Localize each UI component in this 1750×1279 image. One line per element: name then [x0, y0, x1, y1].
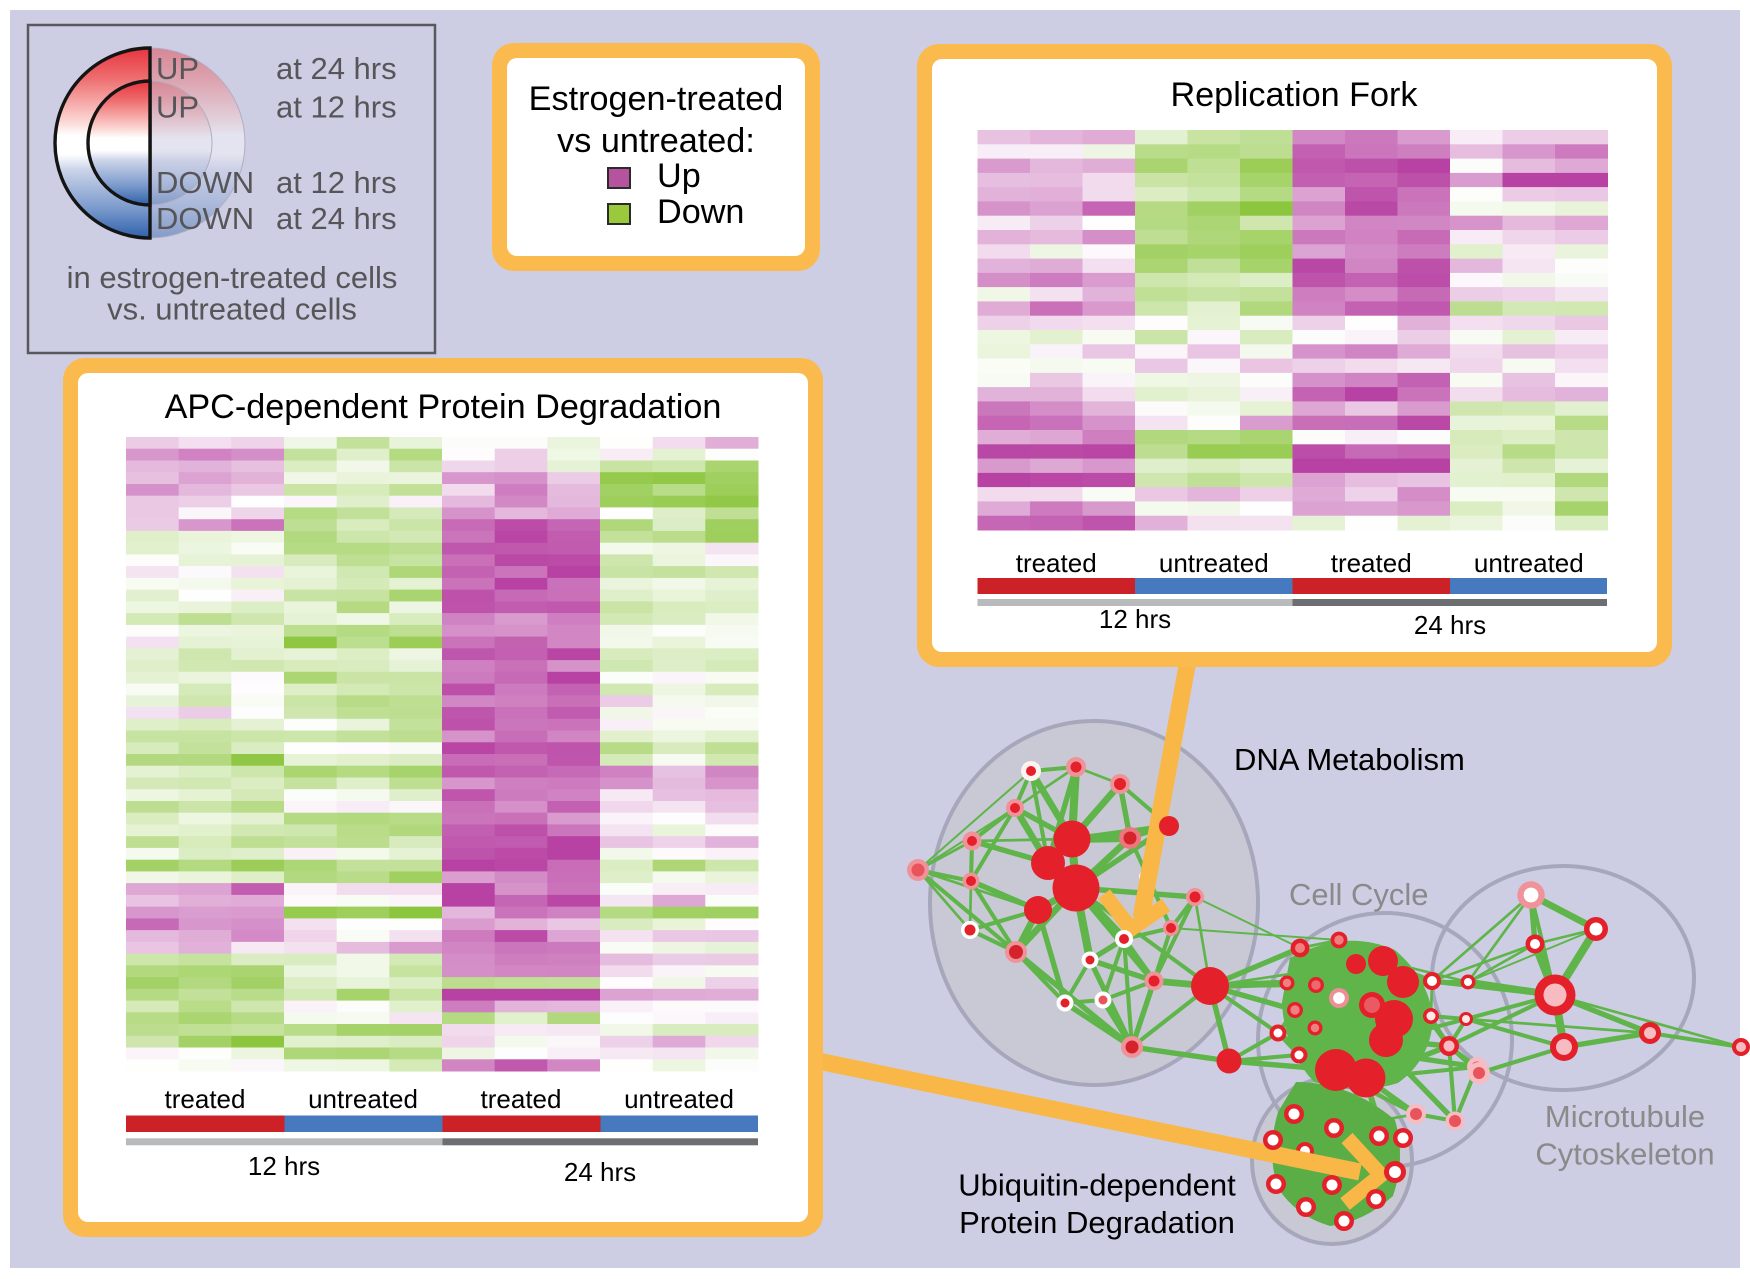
- svg-text:12 hrs: 12 hrs: [1099, 604, 1171, 634]
- svg-text:untreated: untreated: [1474, 548, 1584, 578]
- svg-text:Replication Fork: Replication Fork: [1170, 76, 1418, 114]
- svg-text:DOWN: DOWN: [156, 165, 254, 200]
- svg-text:untreated: untreated: [1159, 548, 1269, 578]
- svg-text:DNA Metabolism: DNA Metabolism: [1234, 742, 1465, 777]
- svg-text:Protein Degradation: Protein Degradation: [959, 1205, 1235, 1240]
- svg-text:Ubiquitin-dependent: Ubiquitin-dependent: [958, 1168, 1236, 1203]
- svg-text:untreated: untreated: [624, 1084, 734, 1114]
- svg-text:vs. untreated cells: vs. untreated cells: [107, 292, 357, 327]
- svg-text:12 hrs: 12 hrs: [248, 1151, 320, 1181]
- svg-text:Down: Down: [657, 193, 744, 231]
- svg-text:Estrogen-treated: Estrogen-treated: [529, 80, 784, 118]
- svg-text:at 12 hrs: at 12 hrs: [276, 165, 397, 200]
- svg-text:treated: treated: [1331, 548, 1412, 578]
- svg-text:24 hrs: 24 hrs: [564, 1157, 636, 1187]
- svg-text:Microtubule: Microtubule: [1545, 1099, 1705, 1134]
- svg-text:DOWN: DOWN: [156, 201, 254, 236]
- svg-text:Cytoskeleton: Cytoskeleton: [1535, 1137, 1714, 1172]
- svg-text:24 hrs: 24 hrs: [1414, 610, 1486, 640]
- svg-text:treated: treated: [481, 1084, 562, 1114]
- svg-text:in estrogen-treated cells: in estrogen-treated cells: [67, 260, 398, 295]
- svg-text:at 24 hrs: at 24 hrs: [276, 201, 397, 236]
- svg-text:at 24 hrs: at 24 hrs: [276, 51, 397, 86]
- svg-text:UP: UP: [156, 51, 199, 86]
- svg-text:untreated: untreated: [308, 1084, 418, 1114]
- svg-text:UP: UP: [156, 90, 199, 125]
- svg-text:Cell Cycle: Cell Cycle: [1289, 877, 1429, 912]
- svg-text:treated: treated: [1016, 548, 1097, 578]
- svg-text:APC-dependent Protein Degradat: APC-dependent Protein Degradation: [165, 388, 722, 426]
- svg-text:at 12 hrs: at 12 hrs: [276, 90, 397, 125]
- svg-text:treated: treated: [165, 1084, 246, 1114]
- svg-text:vs untreated:: vs untreated:: [557, 122, 755, 160]
- svg-text:Up: Up: [657, 157, 701, 195]
